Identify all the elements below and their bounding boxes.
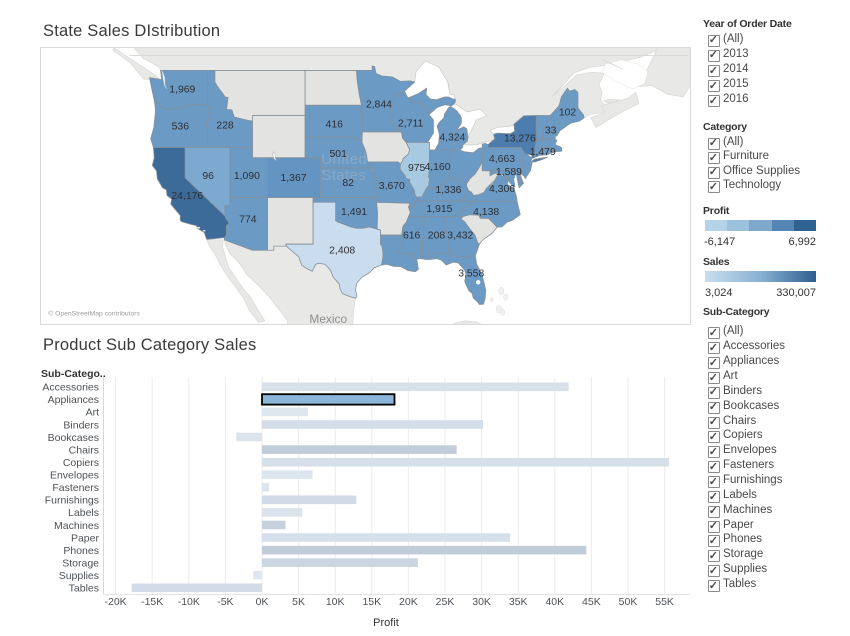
svg-text:536: 536 bbox=[172, 121, 190, 132]
svg-text:25K: 25K bbox=[436, 596, 455, 608]
svg-text:4,138: 4,138 bbox=[473, 207, 499, 218]
svg-text:40K: 40K bbox=[545, 596, 564, 608]
svg-text:1,090: 1,090 bbox=[234, 171, 260, 182]
svg-text:50K: 50K bbox=[619, 596, 638, 608]
svg-text:1,589: 1,589 bbox=[496, 167, 522, 178]
svg-text:Art: Art bbox=[86, 407, 100, 419]
svg-text:4,306: 4,306 bbox=[489, 184, 515, 195]
svg-text:501: 501 bbox=[330, 149, 348, 160]
svg-text:24,176: 24,176 bbox=[171, 191, 203, 202]
svg-text:30K: 30K bbox=[472, 596, 491, 608]
svg-text:-10K: -10K bbox=[178, 596, 200, 608]
svg-text:Tables: Tables bbox=[69, 583, 99, 595]
svg-text:-20K: -20K bbox=[105, 596, 127, 608]
svg-text:15K: 15K bbox=[362, 596, 381, 608]
svg-text:2,844: 2,844 bbox=[366, 100, 392, 111]
svg-text:1,367: 1,367 bbox=[280, 173, 306, 184]
svg-text:20K: 20K bbox=[399, 596, 418, 608]
svg-text:975: 975 bbox=[408, 163, 426, 174]
svg-text:82: 82 bbox=[342, 178, 354, 189]
svg-text:3,558: 3,558 bbox=[458, 268, 484, 279]
svg-text:102: 102 bbox=[559, 108, 577, 119]
svg-text:Chairs: Chairs bbox=[69, 444, 99, 456]
svg-text:616: 616 bbox=[403, 231, 421, 242]
svg-text:Paper: Paper bbox=[71, 532, 100, 544]
svg-text:Accessories: Accessories bbox=[42, 382, 99, 394]
svg-text:4,663: 4,663 bbox=[489, 154, 515, 165]
svg-text:© OpenStreetMap contributors: © OpenStreetMap contributors bbox=[48, 310, 140, 318]
svg-text:3,670: 3,670 bbox=[379, 181, 405, 192]
svg-text:Mexico: Mexico bbox=[309, 312, 347, 325]
svg-text:Copiers: Copiers bbox=[63, 457, 99, 469]
svg-text:208: 208 bbox=[428, 231, 446, 242]
svg-text:1,336: 1,336 bbox=[435, 185, 461, 196]
svg-text:0K: 0K bbox=[256, 596, 269, 608]
svg-text:1,491: 1,491 bbox=[341, 207, 367, 218]
svg-text:10K: 10K bbox=[326, 596, 345, 608]
svg-text:228: 228 bbox=[216, 120, 234, 131]
svg-text:Machines: Machines bbox=[54, 520, 99, 532]
svg-text:Supplies: Supplies bbox=[59, 570, 99, 582]
svg-text:96: 96 bbox=[202, 171, 214, 182]
svg-text:35K: 35K bbox=[509, 596, 528, 608]
svg-text:2,408: 2,408 bbox=[329, 246, 355, 257]
svg-text:Binders: Binders bbox=[63, 419, 99, 431]
svg-text:1,969: 1,969 bbox=[169, 85, 195, 96]
svg-text:Envelopes: Envelopes bbox=[50, 470, 99, 482]
svg-text:55K: 55K bbox=[655, 596, 674, 608]
svg-text:Fasteners: Fasteners bbox=[52, 482, 99, 494]
svg-text:4,160: 4,160 bbox=[424, 162, 450, 173]
svg-text:33: 33 bbox=[545, 125, 557, 136]
svg-text:Labels: Labels bbox=[68, 507, 99, 519]
svg-text:-15K: -15K bbox=[141, 596, 163, 608]
svg-text:5K: 5K bbox=[292, 596, 305, 608]
svg-text:1,479: 1,479 bbox=[530, 147, 556, 158]
svg-text:Furnishings: Furnishings bbox=[45, 495, 99, 507]
svg-text:Phones: Phones bbox=[63, 545, 99, 557]
svg-text:13,276: 13,276 bbox=[504, 133, 536, 144]
svg-text:Storage: Storage bbox=[62, 557, 99, 569]
svg-text:3,432: 3,432 bbox=[447, 231, 473, 242]
svg-text:Bookcases: Bookcases bbox=[48, 432, 99, 444]
svg-text:1,915: 1,915 bbox=[426, 204, 452, 215]
svg-text:416: 416 bbox=[326, 119, 344, 130]
svg-text:2,711: 2,711 bbox=[398, 118, 423, 129]
svg-text:4,324: 4,324 bbox=[439, 132, 465, 143]
svg-text:-5K: -5K bbox=[217, 596, 233, 608]
svg-text:Appliances: Appliances bbox=[48, 394, 99, 406]
svg-text:774: 774 bbox=[239, 215, 257, 226]
svg-text:45K: 45K bbox=[582, 596, 601, 608]
